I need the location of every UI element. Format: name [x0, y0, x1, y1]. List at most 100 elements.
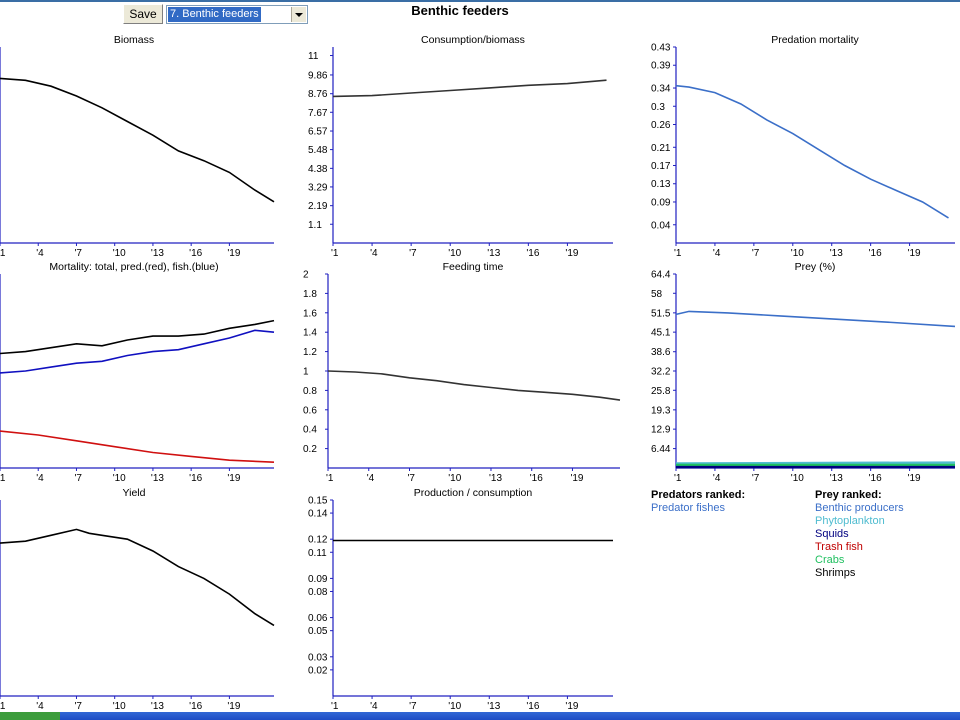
mortality-x-tick-label: '4	[36, 473, 44, 484]
prey-percent-y-tick-label: 25.8	[651, 386, 671, 397]
prey-percent-series-line	[675, 310, 956, 328]
predator-item: Predator fishes	[651, 502, 725, 514]
consumption-biomass-y-tick-label: 3.29	[308, 182, 328, 193]
save-button[interactable]: Save	[123, 4, 163, 24]
window-top-border	[0, 0, 960, 2]
group-select[interactable]: 7. Benthic feeders	[166, 5, 308, 24]
prey-percent-x-tick-label: '1	[674, 473, 682, 484]
feeding-time-x-tick-label: '13	[489, 473, 502, 484]
feeding-time-x-tick-label: '4	[367, 473, 375, 484]
prey-item-benthic-producers: Benthic producers	[815, 502, 904, 514]
feeding-time-y-tick-label: 1.8	[303, 289, 317, 300]
predation-mortality-y-tick-label: 0.26	[651, 120, 671, 131]
predation-mortality-x-tick-label: '7	[752, 248, 760, 259]
mortality-x-tick-label: '1	[0, 473, 6, 484]
prey-percent-y-tick-label: 38.6	[651, 347, 671, 358]
biomass-x-tick-label: '4	[36, 248, 44, 259]
consumption-biomass-x-tick-label: '16	[526, 248, 539, 259]
page-title: Benthic feeders	[411, 3, 509, 18]
consumption-biomass-y-tick-label: 7.67	[308, 108, 328, 119]
predation-mortality-y-tick-label: 0.09	[651, 197, 671, 208]
feeding-time-y-tick-label: 1.6	[303, 308, 317, 319]
production-consumption-y-tick-label: 0.08	[308, 587, 328, 598]
prey-percent-x-tick-label: '7	[752, 473, 760, 484]
prey-percent-y-tick-label: 6.44	[651, 444, 671, 455]
feeding-time-y-tick-label: 1.2	[303, 347, 317, 358]
feeding-time-title: Feeding time	[443, 261, 504, 273]
prey-percent-y-tick-label: 58	[651, 289, 663, 300]
prey-percent-x-tick-label: '10	[791, 473, 804, 484]
consumption-biomass-y-tick-label: 11	[308, 51, 319, 62]
predators-heading: Predators ranked:	[651, 489, 746, 501]
start-button[interactable]	[0, 712, 60, 720]
mortality-series-line	[0, 430, 275, 463]
consumption-biomass-x-tick-label: '1	[331, 248, 339, 259]
feeding-time-x-tick-label: '10	[448, 473, 461, 484]
production-consumption-x-tick-label: '19	[565, 701, 578, 712]
production-consumption-x-tick-label: '1	[331, 701, 339, 712]
prey-item-squids: Squids	[815, 528, 849, 540]
yield-x-tick-label: '13	[151, 701, 164, 712]
biomass-x-tick-label: '1	[0, 248, 6, 259]
prey-percent-y-tick-label: 12.9	[651, 425, 671, 436]
prey-percent-y-tick-label: 51.5	[651, 308, 671, 319]
feeding-time-x-tick-label: '7	[407, 473, 415, 484]
mortality-series-line	[0, 319, 275, 355]
consumption-biomass-title: Consumption/biomass	[421, 34, 525, 46]
consumption-biomass-x-tick-label: '4	[370, 248, 378, 259]
consumption-biomass-y-tick-label: 8.76	[308, 89, 328, 100]
yield-x-tick-label: '7	[74, 701, 82, 712]
mortality-series-line	[0, 329, 275, 374]
yield-series-line	[0, 528, 275, 627]
yield-title: Yield	[123, 487, 146, 499]
production-consumption-x-tick-label: '10	[448, 701, 461, 712]
feeding-time-x-tick-label: '16	[530, 473, 543, 484]
consumption-biomass-y-tick-label: 9.86	[308, 70, 328, 81]
prey-percent-y-tick-label: 19.3	[651, 405, 671, 416]
biomass-title: Biomass	[114, 34, 154, 46]
predation-mortality-x-tick-label: '16	[869, 248, 882, 259]
predation-mortality-y-tick-label: 0.17	[651, 161, 671, 172]
predation-mortality-x-tick-label: '1	[674, 248, 682, 259]
mortality-x-tick-label: '13	[151, 473, 164, 484]
production-consumption-x-tick-label: '16	[526, 701, 539, 712]
production-consumption-x-tick-label: '7	[409, 701, 417, 712]
production-consumption-y-tick-label: 0.05	[308, 626, 328, 637]
consumption-biomass-x-tick-label: '10	[448, 248, 461, 259]
consumption-biomass-y-tick-label: 6.57	[308, 127, 328, 138]
predation-mortality-y-tick-label: 0.34	[651, 84, 671, 95]
mortality-x-tick-label: '7	[74, 473, 82, 484]
feeding-time-series-line	[327, 370, 621, 401]
feeding-time-y-tick-label: 2	[303, 270, 309, 281]
feeding-time-y-tick-label: 1	[303, 367, 309, 378]
feeding-time-y-tick-label: 0.6	[303, 405, 317, 416]
predation-mortality-y-tick-label: 0.3	[651, 102, 665, 113]
consumption-biomass-series-line	[332, 79, 607, 98]
feeding-time-y-tick-label: 0.8	[303, 386, 317, 397]
production-consumption-y-tick-label: 0.06	[308, 613, 328, 624]
production-consumption-y-tick-label: 0.03	[308, 652, 328, 663]
feeding-time-x-tick-label: '1	[326, 473, 334, 484]
predation-mortality-y-tick-label: 0.39	[651, 61, 671, 72]
taskbar	[0, 712, 960, 720]
production-consumption-x-tick-label: '4	[370, 701, 378, 712]
group-select-value: 7. Benthic feeders	[168, 7, 261, 22]
consumption-biomass-y-tick-label: 2.19	[308, 201, 328, 212]
predation-mortality-series-line	[675, 84, 949, 219]
biomass-series-line	[0, 77, 275, 203]
prey-item-shrimps: Shrimps	[815, 567, 856, 579]
production-consumption-y-tick-label: 0.12	[308, 535, 328, 546]
predators-legend: Predators ranked: Predator fishes	[651, 489, 745, 515]
prey-percent-y-tick-label: 64.4	[651, 270, 671, 281]
mortality-x-tick-label: '10	[113, 473, 126, 484]
feeding-time-x-tick-label: '19	[570, 473, 583, 484]
prey-percent-x-tick-label: '4	[713, 473, 721, 484]
biomass-x-tick-label: '10	[113, 248, 126, 259]
mortality-x-tick-label: '19	[227, 473, 240, 484]
predation-mortality-y-tick-label: 0.21	[651, 143, 671, 154]
yield-x-tick-label: '10	[113, 701, 126, 712]
chevron-down-icon[interactable]	[291, 7, 306, 22]
prey-item-crabs: Crabs	[815, 554, 845, 566]
predation-mortality-y-tick-label: 0.43	[651, 43, 671, 54]
